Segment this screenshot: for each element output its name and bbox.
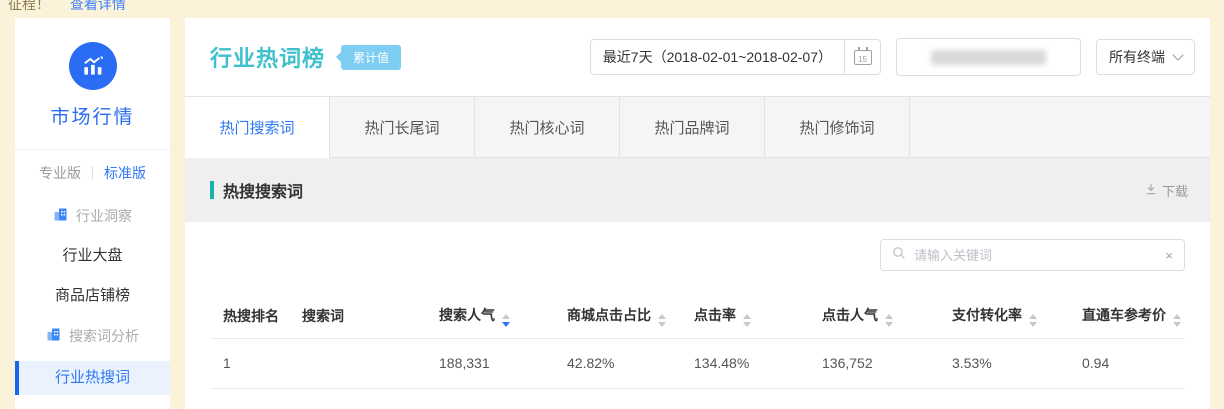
tab-hot-search-words[interactable]: 热门搜索词 [185, 97, 330, 158]
banner-message: 征程！ [8, 0, 50, 12]
main-panel: 行业热词榜 累计值 最近7天（2018-02-01~2018-02-07） 15… [185, 18, 1210, 409]
cell-click-popularity: 136,752 [822, 338, 952, 389]
table-content: × 热搜排名 搜索词 搜索人气 商城点击占比 点击率 点击人气 支付转化率 直通… [185, 239, 1210, 389]
column-payment-conversion[interactable]: 支付转化率 [952, 295, 1082, 339]
banner-detail-link[interactable]: 查看详情 [69, 0, 126, 12]
tab-hot-modifier-words[interactable]: 热门修饰词 [765, 97, 910, 157]
sort-icon [885, 314, 893, 328]
terminal-filter-value: 所有终端 [1109, 49, 1165, 65]
version-tab-standard[interactable]: 标准版 [104, 165, 146, 181]
sidebar-group-search-word-analysis[interactable]: 搜索词分析 [15, 316, 170, 356]
column-click-rate[interactable]: 点击率 [694, 295, 822, 339]
sort-icon [1029, 314, 1037, 328]
search-input[interactable] [914, 247, 1158, 263]
sidebar-group-label: 行业洞察 [76, 208, 132, 224]
top-banner: 征程！ 查看详情 [0, 0, 1224, 18]
sort-icon [502, 314, 510, 328]
column-click-popularity[interactable]: 点击人气 [822, 295, 952, 339]
section-title: 热搜搜索词 [223, 184, 304, 201]
sidebar-item-industry-hot-search-words[interactable]: 行业热搜词 [15, 361, 170, 395]
clear-icon[interactable]: × [1165, 247, 1173, 263]
tab-hot-core-words[interactable]: 热门核心词 [475, 97, 620, 157]
building-icon [53, 207, 68, 225]
building-icon [46, 327, 61, 345]
chevron-down-icon [1172, 49, 1184, 61]
terminal-filter-dropdown[interactable]: 所有终端 [1096, 39, 1195, 75]
cell-mall-click-share: 42.82% [567, 338, 694, 389]
page-title: 行业热词榜 [210, 46, 326, 71]
cumulative-value-badge: 累计值 [336, 44, 402, 70]
cell-click-rate: 134.48% [694, 338, 822, 389]
page-header: 行业热词榜 累计值 最近7天（2018-02-01~2018-02-07） 15… [185, 18, 1210, 97]
version-tab-separator [92, 166, 93, 180]
cell-rank: 1 [210, 338, 302, 389]
market-trend-logo-icon [68, 42, 117, 90]
search-icon [892, 246, 906, 265]
version-tab-pro[interactable]: 专业版 [39, 165, 81, 181]
column-mall-click-share[interactable]: 商城点击占比 [567, 295, 694, 339]
sort-icon [1173, 314, 1181, 328]
tab-hot-longtail-words[interactable]: 热门长尾词 [330, 97, 475, 157]
category-selector-redacted[interactable] [896, 38, 1081, 76]
date-range-value: 最近7天（2018-02-01~2018-02-07） [602, 49, 832, 65]
keyword-search-box: × [880, 239, 1185, 271]
sidebar: 市场行情 专业版 标准版 行业洞察 行业大盘 商品店铺榜 搜索 [15, 18, 170, 409]
sort-icon [743, 314, 751, 328]
date-range-picker[interactable]: 最近7天（2018-02-01~2018-02-07） 15 [589, 39, 881, 75]
section-header: 热搜搜索词 下载 [185, 158, 1210, 222]
cell-search-popularity: 188,331 [439, 338, 567, 389]
download-label: 下载 [1161, 183, 1188, 199]
column-rank: 热搜排名 [210, 295, 302, 339]
table-header-row: 热搜排名 搜索词 搜索人气 商城点击占比 点击率 点击人气 支付转化率 直通车参… [210, 295, 1185, 339]
sidebar-group-label: 搜索词分析 [69, 328, 139, 344]
app-title: 市场行情 [50, 107, 135, 128]
sidebar-divider [15, 149, 170, 150]
cell-ztc-reference-price: 0.94 [1082, 338, 1185, 389]
sidebar-item-product-shop-rank[interactable]: 商品店铺榜 [54, 287, 130, 304]
download-button[interactable]: 下载 [1145, 181, 1188, 200]
hot-words-table: 热搜排名 搜索词 搜索人气 商城点击占比 点击率 点击人气 支付转化率 直通车参… [210, 295, 1185, 389]
column-keyword: 搜索词 [302, 295, 439, 339]
calendar-icon[interactable]: 15 [844, 40, 880, 74]
sort-icon [658, 314, 666, 328]
download-icon [1145, 183, 1157, 198]
sidebar-group-industry-insight[interactable]: 行业洞察 [15, 196, 170, 236]
sidebar-item-industry-market[interactable]: 行业大盘 [62, 247, 123, 264]
cell-payment-conversion: 3.53% [952, 338, 1082, 389]
column-ztc-reference-price[interactable]: 直通车参考价 [1082, 295, 1185, 339]
tabbar-filler [910, 97, 1210, 157]
cell-keyword [302, 338, 439, 389]
tab-hot-brand-words[interactable]: 热门品牌词 [620, 97, 765, 157]
word-type-tabs: 热门搜索词 热门长尾词 热门核心词 热门品牌词 热门修饰词 [185, 97, 1210, 158]
section-accent-bar [210, 181, 214, 199]
redacted-blur [931, 49, 1046, 65]
column-search-popularity[interactable]: 搜索人气 [439, 295, 567, 339]
table-row: 1 188,331 42.82% 134.48% 136,752 3.53% 0… [210, 338, 1185, 389]
version-switch: 专业版 标准版 [15, 150, 170, 196]
